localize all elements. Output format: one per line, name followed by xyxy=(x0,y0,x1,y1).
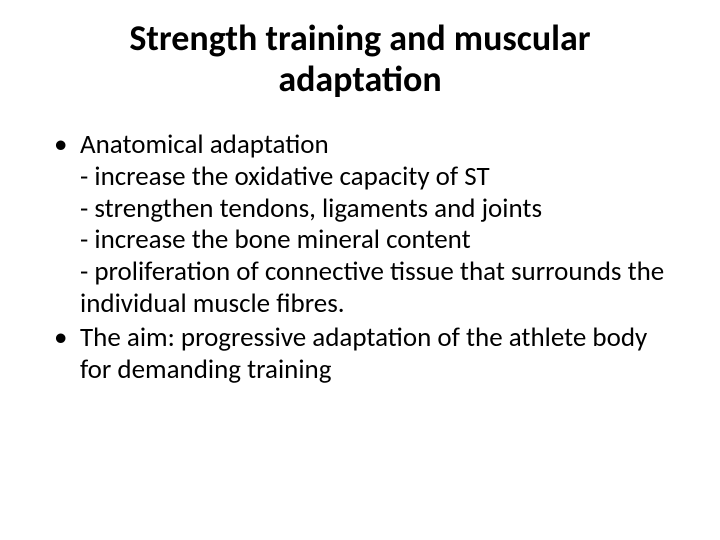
slide: Strength training and muscular adaptatio… xyxy=(0,0,720,540)
sub-point: - increase the bone mineral content xyxy=(80,224,680,256)
sub-point: - strengthen tendons, ligaments and join… xyxy=(80,193,680,225)
bullet-lead: The aim: progressive adaptation of the a… xyxy=(80,322,680,386)
list-item: Anatomical adaptation - increase the oxi… xyxy=(54,129,680,320)
sub-point: - proliferation of connective tissue tha… xyxy=(80,256,680,320)
bullet-lead: Anatomical adaptation xyxy=(80,129,680,161)
slide-title: Strength training and muscular adaptatio… xyxy=(80,18,640,101)
slide-body: Anatomical adaptation - increase the oxi… xyxy=(40,129,680,386)
list-item: The aim: progressive adaptation of the a… xyxy=(54,322,680,386)
bullet-list: Anatomical adaptation - increase the oxi… xyxy=(40,129,680,386)
sub-point: - increase the oxidative capacity of ST xyxy=(80,161,680,193)
